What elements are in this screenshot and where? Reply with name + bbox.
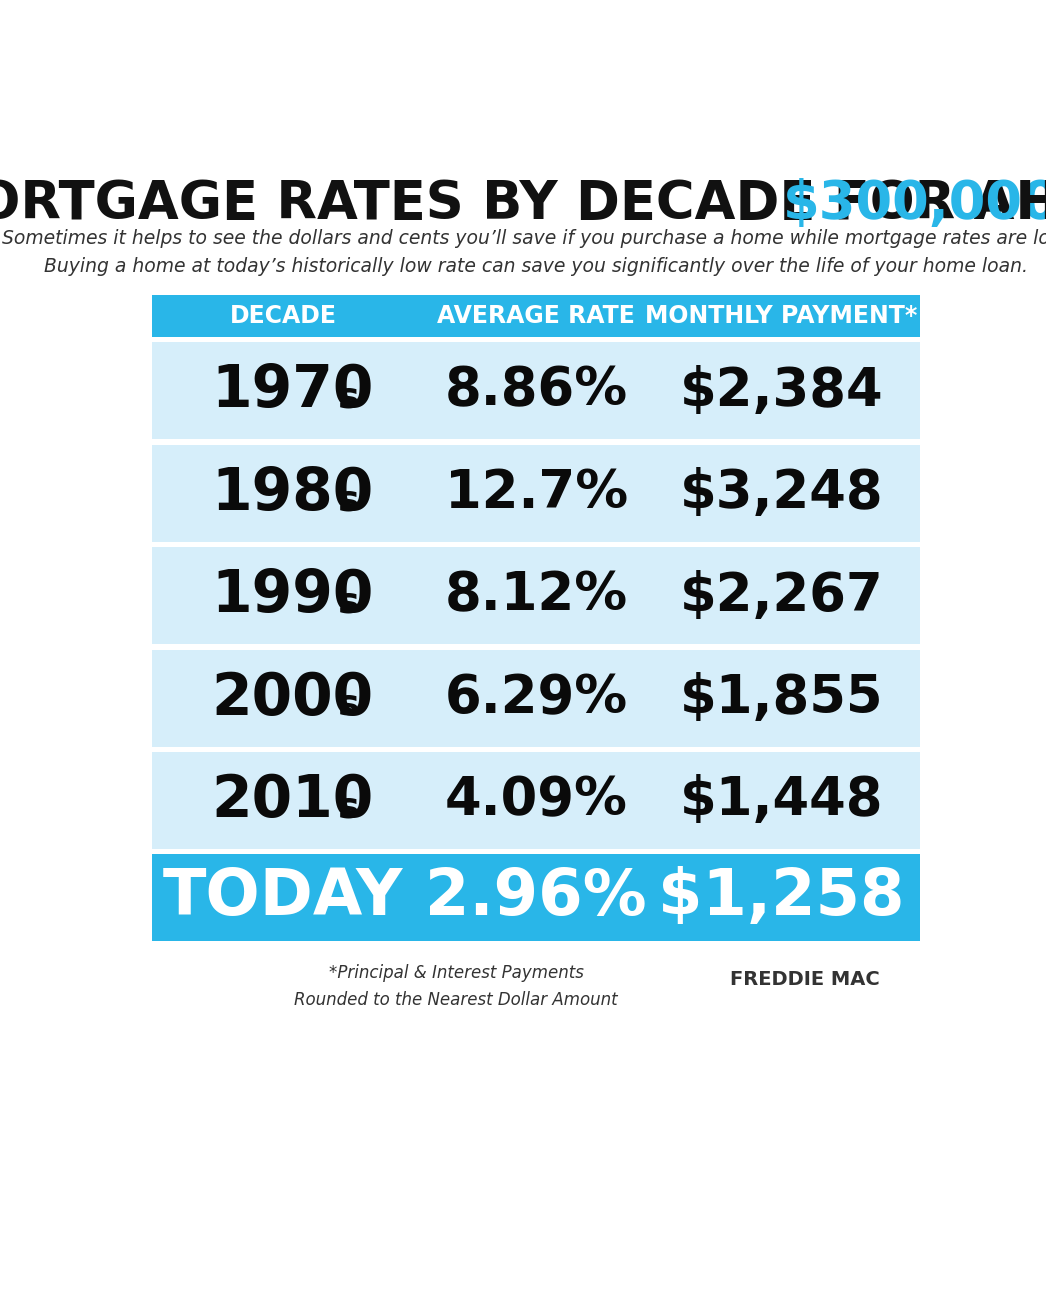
Text: 1970: 1970 <box>211 362 374 419</box>
Text: HOME: HOME <box>998 179 1046 230</box>
Text: 8.86%: 8.86% <box>445 364 628 417</box>
Text: $2,384: $2,384 <box>680 364 884 417</box>
Text: $1,448: $1,448 <box>680 774 883 827</box>
Bar <box>153 752 919 849</box>
Bar <box>153 295 919 337</box>
Text: *Principal & Interest Payments
Rounded to the Nearest Dollar Amount: *Principal & Interest Payments Rounded t… <box>294 964 618 1010</box>
Bar <box>153 854 919 940</box>
Text: s: s <box>338 688 359 722</box>
Text: 2.96%: 2.96% <box>426 866 646 929</box>
Text: MORTGAGE RATES BY DECADE FOR A: MORTGAGE RATES BY DECADE FOR A <box>0 179 1032 230</box>
Text: $3,248: $3,248 <box>680 468 884 520</box>
Text: 6.29%: 6.29% <box>445 673 628 724</box>
Text: 1990: 1990 <box>211 567 374 624</box>
Text: s: s <box>338 381 359 415</box>
Bar <box>153 547 919 644</box>
Text: $1,258: $1,258 <box>658 866 905 929</box>
Text: AVERAGE RATE: AVERAGE RATE <box>437 304 635 328</box>
Bar <box>153 445 919 542</box>
Text: 2010: 2010 <box>211 772 373 829</box>
Bar <box>153 649 919 747</box>
Text: 8.12%: 8.12% <box>445 569 628 622</box>
Text: TODAY: TODAY <box>163 866 403 929</box>
Text: Sometimes it helps to see the dollars and cents you’ll save if you purchase a ho: Sometimes it helps to see the dollars an… <box>2 230 1046 277</box>
Text: s: s <box>338 483 359 517</box>
Text: DECADE: DECADE <box>229 304 337 328</box>
Text: 2000: 2000 <box>211 670 373 726</box>
Text: 12.7%: 12.7% <box>445 468 628 520</box>
Text: $300,000: $300,000 <box>783 179 1046 230</box>
Text: MONTHLY PAYMENT*: MONTHLY PAYMENT* <box>645 304 917 328</box>
Text: s: s <box>338 585 359 619</box>
Bar <box>153 342 919 439</box>
Text: FREDDIE MAC: FREDDIE MAC <box>730 970 880 989</box>
Text: $1,855: $1,855 <box>680 673 883 724</box>
Text: $2,267: $2,267 <box>680 569 884 622</box>
Text: 1980: 1980 <box>211 465 373 521</box>
Text: 4.09%: 4.09% <box>445 774 628 827</box>
Text: s: s <box>338 790 359 824</box>
